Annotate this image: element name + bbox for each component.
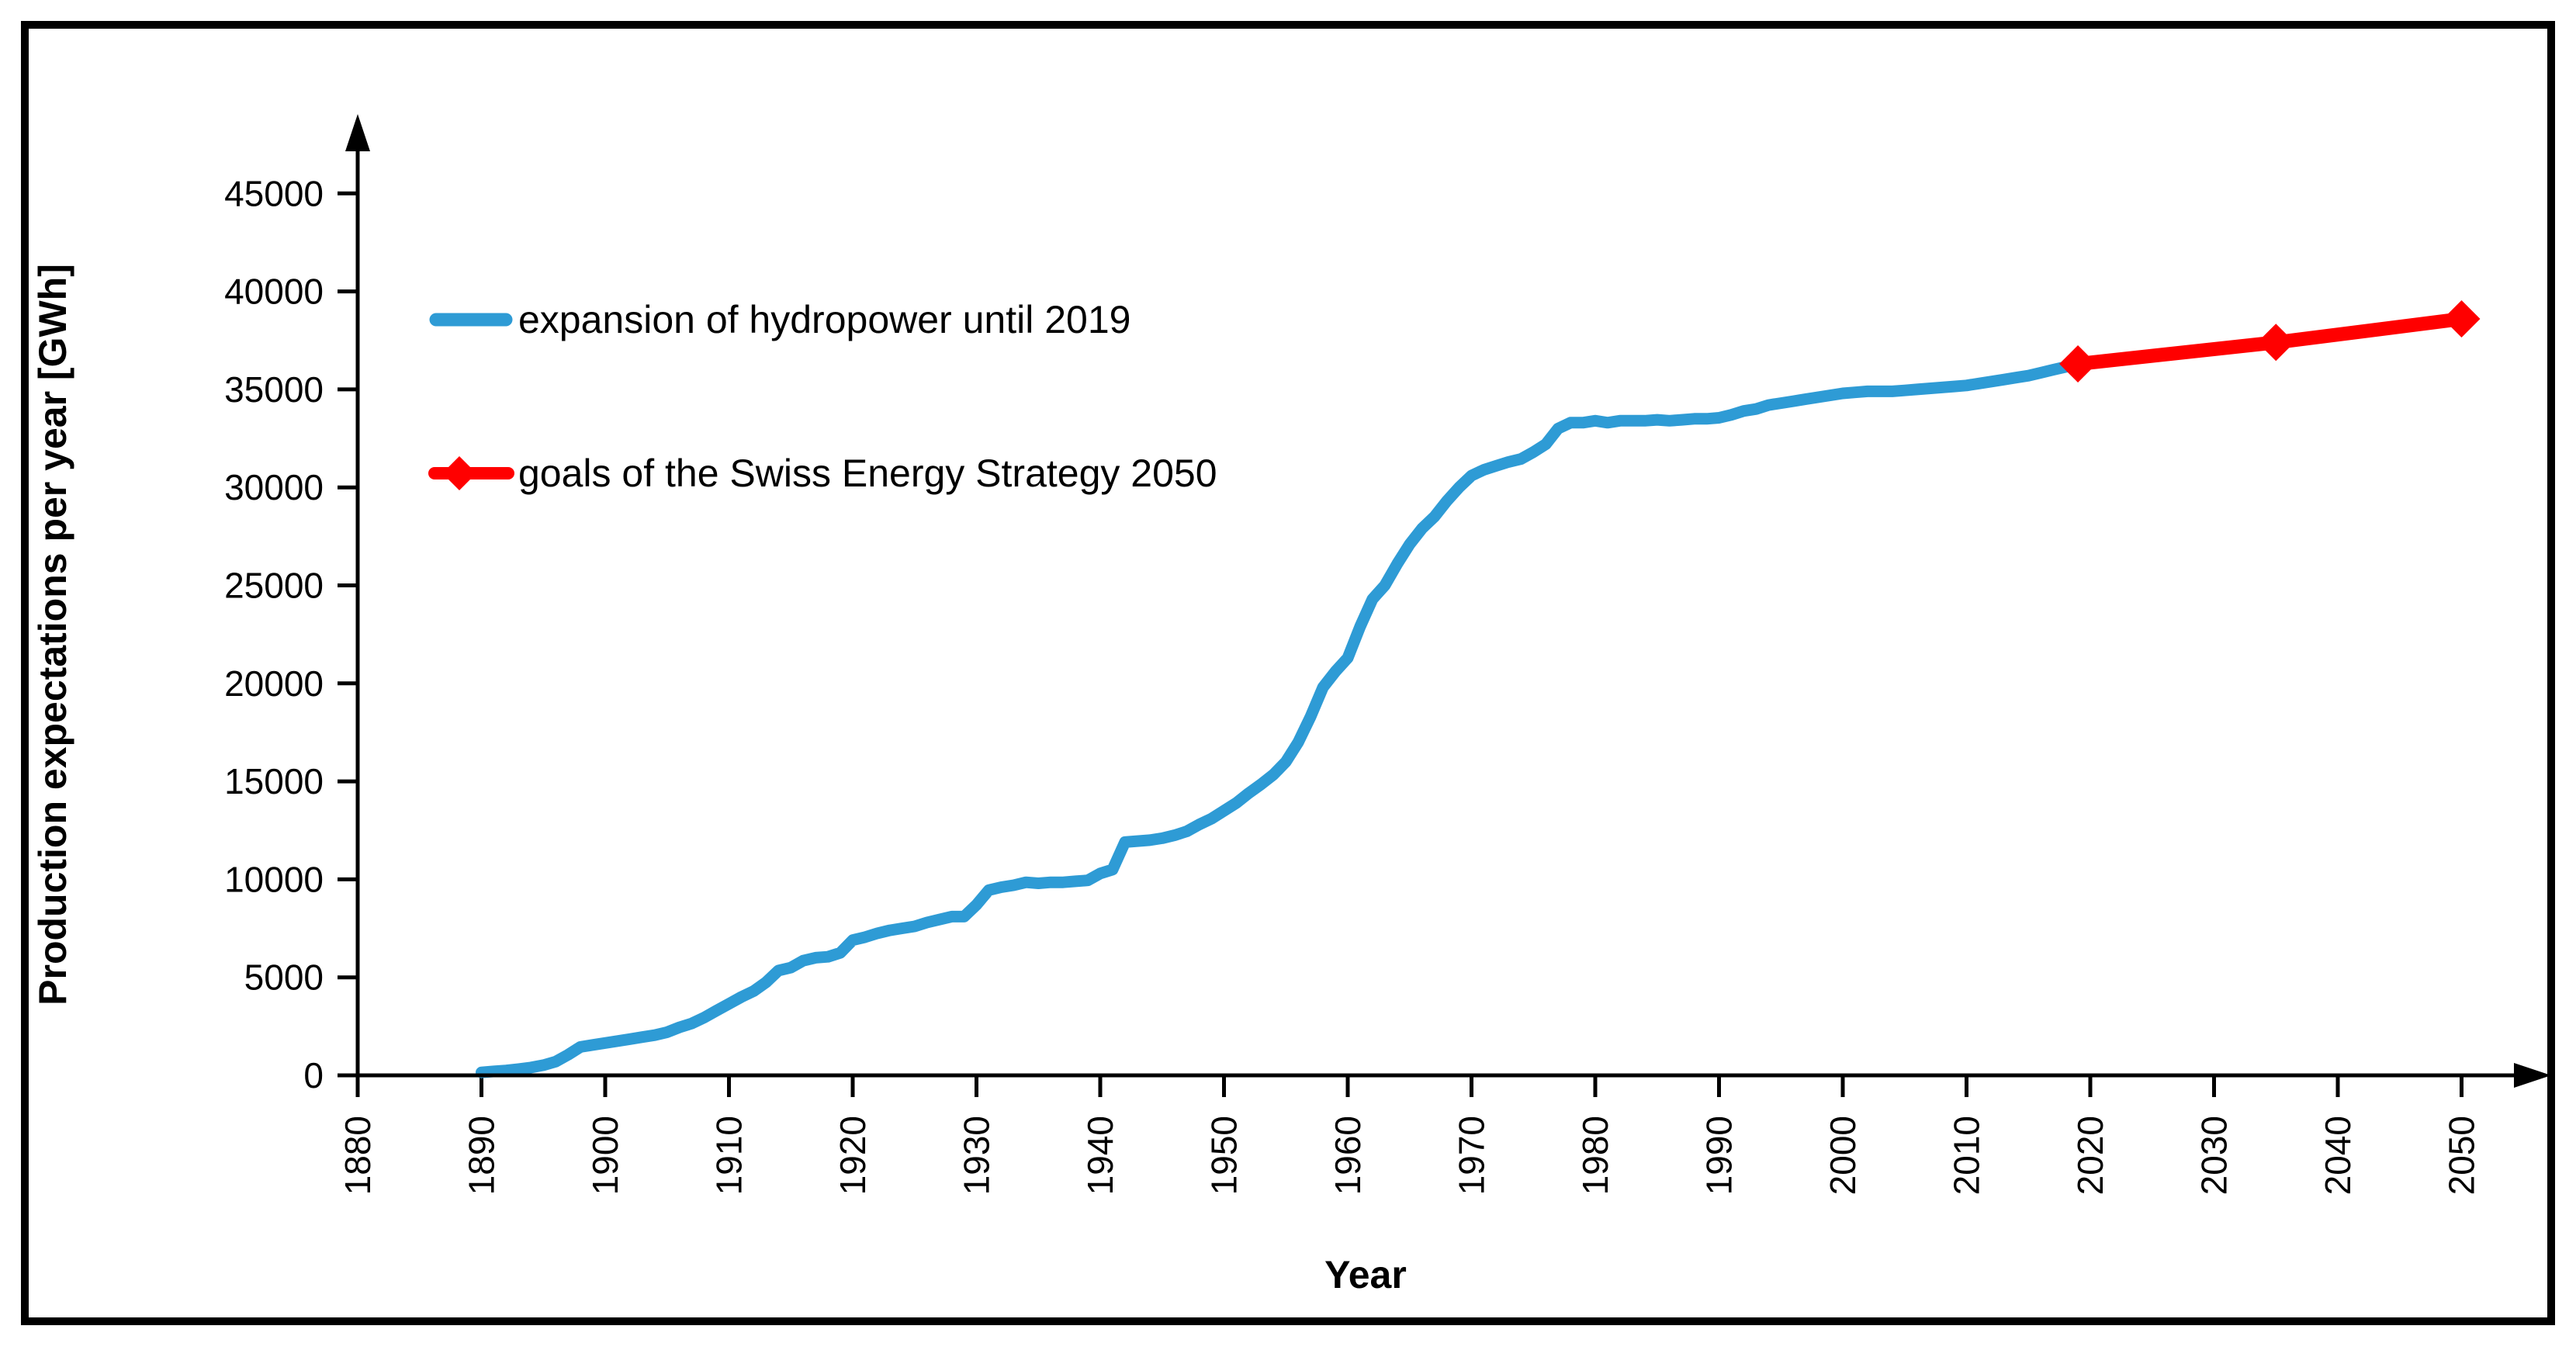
data-series (476, 299, 2481, 1078)
y-tick-label: 45000 (224, 173, 324, 213)
x-tick-label: 2000 (1823, 1116, 1863, 1195)
legend-label-goals: goals of the Swiss Energy Strategy 2050 (518, 452, 1217, 495)
x-tick-label: 2020 (2070, 1116, 2110, 1195)
figure-border (21, 21, 2555, 1325)
x-tick-label: 1980 (1575, 1116, 1615, 1195)
y-tick-label: 0 (303, 1055, 324, 1096)
y-tick-label: 20000 (224, 663, 324, 704)
x-tick-label: 1940 (1080, 1116, 1120, 1195)
y-tick-label: 5000 (244, 957, 324, 998)
y-tick-label: 30000 (224, 467, 324, 507)
x-tick-label: 2050 (2442, 1116, 2482, 1195)
x-tick-label: 2040 (2318, 1116, 2358, 1195)
x-tick-label: 1910 (709, 1116, 750, 1195)
legend-swatch-red-diamond (442, 456, 476, 490)
y-axis-title: Production expectations per year [GWh] (31, 264, 74, 1006)
x-tick-label: 1930 (957, 1116, 997, 1195)
y-axis-arrow (345, 114, 370, 151)
x-tick-label: 1900 (585, 1116, 625, 1195)
legend: expansion of hydropower until 2019 goals… (428, 298, 1217, 495)
y-tick-label: 25000 (224, 566, 324, 606)
axis-ticks: 0 5000 10000 15000 20000 25000 30000 35000 40000… (224, 173, 2481, 1195)
series-marker-diamond (2443, 299, 2481, 338)
legend-item-hydropower: expansion of hydropower until 2019 (429, 298, 1130, 341)
x-tick-label: 2030 (2194, 1116, 2235, 1195)
x-tick-label: 1960 (1328, 1116, 1368, 1195)
x-tick-label: 1890 (462, 1116, 502, 1195)
x-tick-label: 1920 (833, 1116, 873, 1195)
legend-label-hydropower: expansion of hydropower until 2019 (518, 298, 1130, 341)
x-tick-label: 1950 (1204, 1116, 1245, 1195)
axes (345, 114, 2551, 1088)
x-tick-label: 1880 (338, 1116, 378, 1195)
x-tick-label: 1970 (1452, 1116, 1492, 1195)
x-axis-title: Year (1324, 1253, 1407, 1296)
series-marker-diamond (2257, 324, 2295, 362)
legend-item-goals: goals of the Swiss Energy Strategy 2050 (428, 452, 1217, 495)
series-line-0 (476, 358, 2084, 1078)
y-tick-label: 15000 (224, 761, 324, 801)
series-marker-diamond (2059, 345, 2097, 383)
x-axis-arrow (2514, 1063, 2551, 1088)
x-tick-label: 1990 (1699, 1116, 1740, 1195)
y-tick-label: 35000 (224, 369, 324, 410)
x-tick-label: 2010 (1947, 1116, 1987, 1195)
y-tick-label: 10000 (224, 859, 324, 899)
y-tick-label: 40000 (224, 272, 324, 312)
